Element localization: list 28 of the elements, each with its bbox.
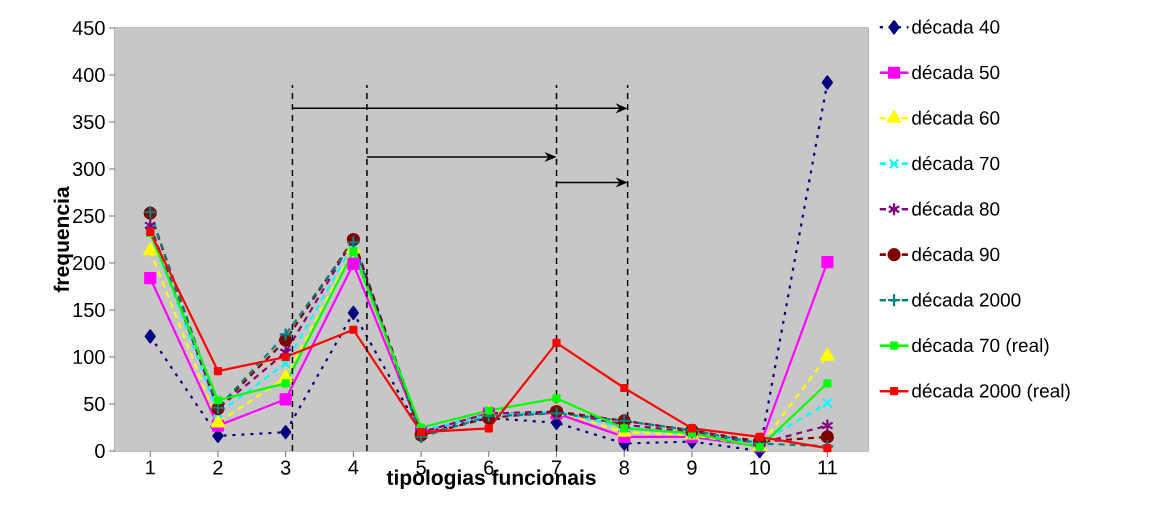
y-tick-label: 250 (73, 208, 105, 224)
legend-label: década 70 (912, 155, 1000, 171)
y-tick-label: 50 (84, 396, 105, 412)
y-tick-label: 400 (72, 67, 105, 83)
legend-label: década 2000 (912, 292, 1021, 307)
legend-label: década 40 (912, 19, 1000, 34)
legend-label: década 60 (912, 110, 1000, 125)
y-tick-label: 200 (73, 255, 105, 271)
x-tick-label: 10 (750, 460, 770, 475)
y-tick-label: 450 (72, 20, 105, 36)
legend-label: década 90 (912, 246, 1000, 262)
y-axis-title: frequencia (53, 186, 74, 293)
legend-label: década 50 (912, 65, 1000, 80)
x-tick-label: 9 (687, 460, 697, 475)
x-tick-label: 1 (146, 460, 155, 475)
y-tick-label: 0 (95, 443, 105, 459)
legend-label: década 2000 (real) (912, 383, 1070, 402)
x-tick-label: 4 (348, 460, 359, 475)
x-tick-label: 11 (818, 460, 837, 475)
y-tick-label: 100 (73, 349, 105, 365)
x-tick-label: 8 (619, 460, 629, 475)
x-tick-label: 2 (213, 460, 223, 475)
y-tick-label: 300 (72, 161, 105, 177)
x-tick-label: 3 (280, 460, 291, 475)
y-tick-label: 350 (72, 114, 105, 130)
legend-label: década 80 (912, 201, 1000, 216)
legend-label: década 70 (real) (912, 337, 1049, 356)
y-tick-label: 150 (73, 302, 105, 318)
